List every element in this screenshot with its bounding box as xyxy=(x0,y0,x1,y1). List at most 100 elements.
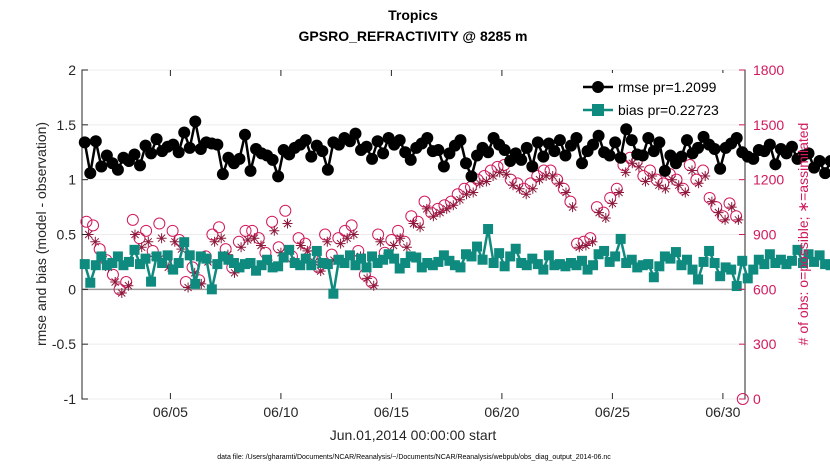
bias-point xyxy=(798,258,809,269)
obs-assimilated-point xyxy=(169,236,180,247)
bias-point xyxy=(510,243,521,254)
legend-bias-marker xyxy=(592,104,604,116)
obs-assimilated-point xyxy=(726,202,737,213)
rmse-point xyxy=(553,134,566,147)
y-right-tick-label: 1200 xyxy=(753,172,784,188)
rmse-point xyxy=(233,152,246,165)
rmse-point xyxy=(421,131,434,144)
obs-possible-point xyxy=(239,224,252,237)
obs-possible-point xyxy=(279,204,292,217)
rmse-point xyxy=(128,148,141,161)
bias-point xyxy=(621,258,632,269)
rmse-point xyxy=(178,126,191,139)
rmse-point xyxy=(658,164,671,177)
rmse-point xyxy=(609,136,622,149)
obs-assimilated-point xyxy=(547,171,558,181)
bias-point xyxy=(190,278,201,289)
rmse-point xyxy=(537,150,550,163)
obs-assimilated-point xyxy=(561,187,571,198)
obs-assimilated-point xyxy=(706,196,717,207)
obs-assimilated-point xyxy=(415,222,426,233)
bias-point xyxy=(284,244,295,255)
obs-assimilated-point xyxy=(335,238,346,249)
bias-point xyxy=(350,260,361,271)
bias-point xyxy=(184,250,195,261)
obs-assimilated-point xyxy=(375,236,386,247)
bias-point xyxy=(411,252,422,263)
bias-point xyxy=(488,258,499,269)
obs-assimilated-point xyxy=(441,203,452,214)
rmse-point xyxy=(813,155,826,168)
obs-assimilated-point xyxy=(647,171,658,181)
rmse-point xyxy=(763,138,776,151)
obs-assimilated-point xyxy=(521,189,532,200)
rmse-point xyxy=(819,167,830,180)
rmse-point xyxy=(216,168,229,181)
y-left-tick-label: 1 xyxy=(68,172,76,188)
obs-assimilated-point xyxy=(282,218,293,229)
obs-assimilated-point xyxy=(136,242,147,253)
rmse-point xyxy=(714,162,727,175)
bias-point xyxy=(742,273,753,284)
obs-assimilated-point xyxy=(189,267,200,278)
obs-possible-point xyxy=(166,224,179,237)
obs-assimilated-point xyxy=(720,214,731,225)
bias-point xyxy=(438,250,449,261)
obs-assimilated-point xyxy=(501,169,512,180)
obs-assimilated-point xyxy=(90,236,101,247)
bias-point xyxy=(670,247,681,258)
rmse-point xyxy=(360,140,373,153)
obs-assimilated-point xyxy=(607,198,618,209)
bias-point xyxy=(554,259,565,270)
obs-assimilated-point xyxy=(156,233,167,244)
obs-assimilated-point xyxy=(229,267,240,278)
obs-assimilated-point xyxy=(580,240,591,251)
x-tick-label: 06/20 xyxy=(484,404,519,420)
rmse-point xyxy=(272,170,285,183)
rmse-point xyxy=(653,136,666,149)
obs-assimilated-point xyxy=(196,278,207,289)
bias-point xyxy=(477,254,488,265)
obs-assimilated-point xyxy=(295,240,306,251)
rmse-point xyxy=(570,131,583,144)
rmse-point xyxy=(465,170,478,183)
rmse-point xyxy=(625,134,638,147)
obs-assimilated-point xyxy=(342,233,353,244)
bias-point xyxy=(118,260,129,271)
bias-point xyxy=(361,262,372,273)
bias-point xyxy=(648,272,659,283)
bias-point xyxy=(764,249,775,260)
bias-point xyxy=(394,263,405,274)
obs-assimilated-point xyxy=(249,233,260,244)
y-axis-right: 0 300 600 900 1200 1500 1800 xyxy=(739,62,784,407)
bias-point xyxy=(565,258,576,269)
bias-point xyxy=(344,250,355,261)
rmse-point xyxy=(349,127,362,140)
obs-assimilated-point xyxy=(653,180,664,191)
obs-assimilated-point xyxy=(687,165,697,176)
bias-point xyxy=(820,259,830,270)
bias-point xyxy=(521,260,532,271)
rmse-point xyxy=(680,134,693,147)
obs-assimilated-point xyxy=(700,171,711,181)
bias-point xyxy=(737,255,748,266)
obs-assimilated-point xyxy=(527,183,538,194)
obs-assimilated-point xyxy=(574,242,585,253)
obs-assimilated-point xyxy=(514,183,525,194)
obs-assimilated-point xyxy=(368,280,379,291)
bias-point xyxy=(251,265,262,276)
y-axis-left-label: rmse and bias (model - observation) xyxy=(33,122,49,346)
chart-title: Tropics xyxy=(388,7,438,23)
bias-point xyxy=(709,258,720,269)
bias-point xyxy=(532,259,543,270)
bias-point xyxy=(79,259,90,270)
obs-possible-point xyxy=(87,219,100,232)
rmse-point xyxy=(520,141,533,154)
obs-assimilated-point xyxy=(183,282,194,293)
bias-point xyxy=(571,260,582,271)
obs-assimilated-point xyxy=(454,194,465,205)
x-tick-label: 06/15 xyxy=(374,404,409,420)
obs-assimilated-point xyxy=(408,218,419,229)
bias-point xyxy=(367,251,378,262)
bias-point xyxy=(687,264,698,275)
